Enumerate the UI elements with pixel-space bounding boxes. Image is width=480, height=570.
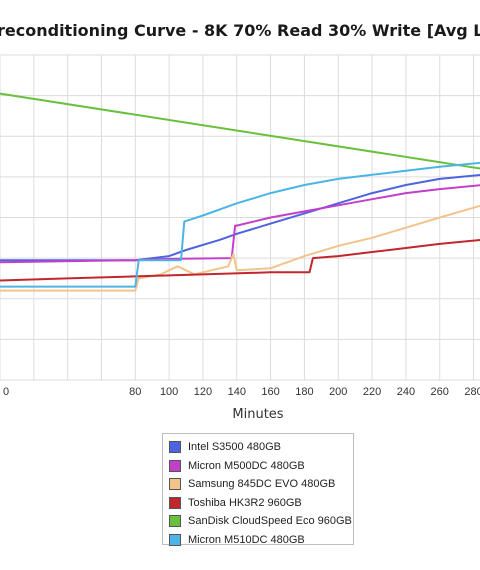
legend-item: Toshiba HK3R2 960GB xyxy=(169,494,347,513)
legend-label: Intel S3500 480GB xyxy=(188,441,281,454)
x-tick-label: 260 xyxy=(431,386,449,398)
legend-item: SanDisk CloudSpeed Eco 960GB xyxy=(169,512,352,531)
legend-item: Micron M510DC 480GB xyxy=(169,531,347,550)
series-line-micron-m510dc-480gb xyxy=(0,161,480,288)
legend-label: SanDisk CloudSpeed Eco 960GB xyxy=(188,515,352,528)
x-tick-label: 120 xyxy=(194,386,212,398)
x-tick-label: 200 xyxy=(329,386,347,398)
chart-title: reconditioning Curve - 8K 70% Read 30% W… xyxy=(0,21,480,40)
series-line-micron-m500dc-480gb xyxy=(0,184,480,264)
x-tick-label: 280 xyxy=(464,386,480,398)
x-tick-labels: 0 80 100 120 140 160 180 200 220 240 260 280 xyxy=(3,386,480,398)
legend: Intel S3500 480GB Micron M500DC 480GB Sams… xyxy=(162,433,354,546)
legend-item: Micron M500DC 480GB xyxy=(169,457,347,476)
legend-swatch xyxy=(169,441,181,454)
grid xyxy=(0,54,480,381)
legend-swatch xyxy=(169,478,181,491)
series-line-toshiba-hk3r2-960gb xyxy=(0,238,480,282)
series-line-sandisk-cloudspeed-eco-960gb xyxy=(0,92,480,170)
legend-label: Toshiba HK3R2 960GB xyxy=(188,496,302,509)
x-tick-label: 240 xyxy=(397,386,415,398)
legend-swatch xyxy=(169,515,181,528)
x-tick-label: 0 xyxy=(3,386,9,398)
legend-swatch xyxy=(169,459,181,472)
chart: reconditioning Curve - 8K 70% Read 30% W… xyxy=(0,21,480,422)
series-line-intel-s3500-480gb xyxy=(0,173,480,262)
legend-label: Samsung 845DC EVO 480GB xyxy=(188,478,336,491)
x-tick-label: 160 xyxy=(261,386,279,398)
x-tick-label: 100 xyxy=(160,386,178,398)
x-tick-label: 220 xyxy=(363,386,381,398)
legend-label: Micron M500DC 480GB xyxy=(188,459,305,472)
legend-item: Intel S3500 480GB xyxy=(169,438,347,457)
x-tick-label: 140 xyxy=(228,386,246,398)
legend-swatch xyxy=(169,496,181,509)
series-layer xyxy=(0,92,480,292)
x-tick-label: 80 xyxy=(129,386,141,398)
legend-label: Micron M510DC 480GB xyxy=(188,533,305,546)
legend-swatch xyxy=(169,533,181,546)
x-axis-label: Minutes xyxy=(232,407,283,422)
x-tick-label: 180 xyxy=(295,386,313,398)
legend-item: Samsung 845DC EVO 480GB xyxy=(169,475,347,494)
